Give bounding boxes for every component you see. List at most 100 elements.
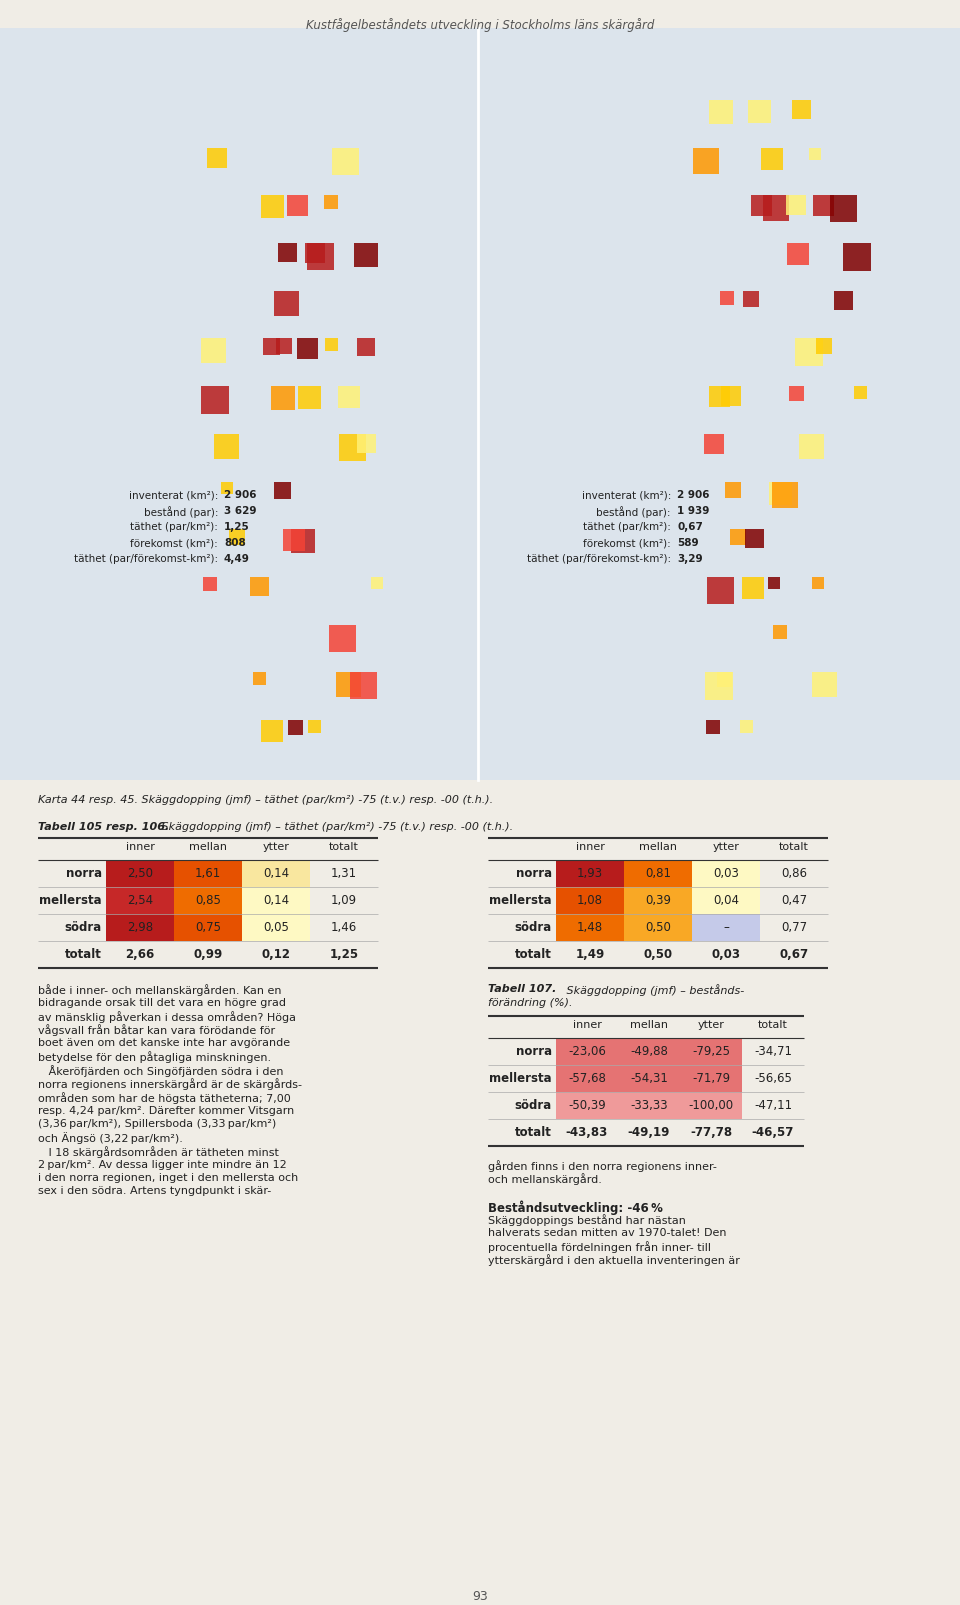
Text: 0,50: 0,50: [645, 921, 671, 934]
Text: -23,06: -23,06: [568, 1045, 606, 1058]
Text: halverats sedan mitten av 1970-talet! Den: halverats sedan mitten av 1970-talet! De…: [488, 1228, 727, 1237]
Text: gården finns i den norra regionens inner-: gården finns i den norra regionens inner…: [488, 1160, 717, 1172]
Text: 1,08: 1,08: [577, 894, 603, 907]
Text: -79,25: -79,25: [692, 1045, 730, 1058]
Text: 1,25: 1,25: [224, 522, 250, 531]
Bar: [768, 576, 780, 589]
Bar: [763, 196, 789, 221]
Bar: [772, 482, 798, 507]
Bar: [740, 721, 754, 733]
Bar: [795, 339, 823, 366]
Text: inner: inner: [126, 843, 155, 852]
Text: södra: södra: [515, 1099, 552, 1112]
Text: 0,77: 0,77: [780, 921, 807, 934]
Bar: [730, 530, 746, 546]
Text: och mellanskärgård.: och mellanskärgård.: [488, 1173, 602, 1186]
Bar: [844, 242, 872, 271]
Bar: [328, 624, 356, 652]
Bar: [292, 530, 316, 554]
Text: -43,83: -43,83: [565, 1127, 608, 1140]
Bar: [201, 339, 226, 363]
Bar: [242, 888, 310, 913]
Text: 0,14: 0,14: [263, 894, 289, 907]
Bar: [308, 721, 322, 733]
Text: 0,12: 0,12: [261, 949, 291, 961]
Text: mellan: mellan: [639, 843, 677, 852]
Text: bestånd (par):: bestånd (par):: [596, 506, 671, 518]
Bar: [618, 1038, 680, 1066]
Text: i den norra regionen, inget i den mellersta och: i den norra regionen, inget i den meller…: [38, 1173, 299, 1183]
Bar: [813, 196, 834, 217]
Text: 3 629: 3 629: [224, 506, 256, 515]
Bar: [325, 339, 338, 351]
Bar: [0, 27, 478, 780]
Bar: [742, 576, 764, 599]
Text: vågsvall från båtar kan vara förödande för: vågsvall från båtar kan vara förödande f…: [38, 1024, 276, 1037]
Text: 1,46: 1,46: [331, 921, 357, 934]
Bar: [275, 482, 291, 499]
Text: 0,50: 0,50: [643, 949, 673, 961]
Bar: [812, 576, 825, 589]
Text: ytter: ytter: [698, 1021, 725, 1030]
Bar: [706, 721, 720, 733]
Text: Skäggdopping (jmf) – täthet (par/km²) -75 (t.v.) resp. -00 (t.h.).: Skäggdopping (jmf) – täthet (par/km²) -7…: [158, 822, 514, 831]
Bar: [799, 433, 824, 459]
Text: -71,79: -71,79: [692, 1072, 730, 1085]
Text: förändring (%).: förändring (%).: [488, 998, 572, 1008]
Text: inventerat (km²):: inventerat (km²):: [582, 490, 671, 501]
Text: 0,67: 0,67: [677, 522, 703, 531]
Bar: [336, 672, 361, 697]
Bar: [692, 888, 760, 913]
Text: Tabell 105 resp. 106.: Tabell 105 resp. 106.: [38, 822, 169, 831]
Text: bidragande orsak till det vara en högre grad: bidragande orsak till det vara en högre …: [38, 997, 286, 1008]
Text: täthet (par/km²):: täthet (par/km²):: [583, 522, 671, 531]
Text: 0,85: 0,85: [195, 894, 221, 907]
Bar: [761, 148, 783, 170]
Text: totalt: totalt: [329, 843, 359, 852]
Bar: [174, 860, 242, 888]
Bar: [263, 339, 280, 355]
Bar: [692, 148, 719, 173]
Bar: [307, 242, 334, 270]
Bar: [261, 721, 283, 742]
Text: 1,09: 1,09: [331, 894, 357, 907]
Bar: [106, 913, 174, 941]
Bar: [680, 1038, 742, 1066]
Bar: [789, 387, 804, 401]
Text: områden som har de högsta tätheterna; 7,00: områden som har de högsta tätheterna; 7,…: [38, 1091, 291, 1104]
Text: 589: 589: [677, 538, 699, 547]
Text: Kustfågelbeståndets utveckling i Stockholms läns skärgård: Kustfågelbeståndets utveckling i Stockho…: [306, 18, 654, 32]
Bar: [339, 433, 366, 461]
Text: 3,29: 3,29: [677, 554, 703, 563]
Bar: [680, 1066, 742, 1091]
Bar: [829, 196, 856, 223]
Text: 0,99: 0,99: [193, 949, 223, 961]
Bar: [792, 100, 811, 119]
Bar: [261, 196, 284, 218]
Text: 1,25: 1,25: [329, 949, 359, 961]
Text: totalt: totalt: [516, 949, 552, 961]
Bar: [751, 196, 772, 217]
Text: 0,81: 0,81: [645, 867, 671, 880]
Text: Skäggdopping (jmf) – bestånds-: Skäggdopping (jmf) – bestånds-: [563, 984, 744, 997]
Bar: [816, 339, 832, 355]
Bar: [174, 913, 242, 941]
Bar: [556, 860, 624, 888]
Bar: [680, 1091, 742, 1119]
Text: totalt: totalt: [516, 1127, 552, 1140]
Bar: [339, 387, 360, 408]
Text: täthet (par/förekomst-km²):: täthet (par/förekomst-km²):: [74, 554, 218, 563]
Bar: [556, 888, 624, 913]
Text: både i inner- och mellanskärgården. Kan en: både i inner- och mellanskärgården. Kan …: [38, 984, 281, 997]
Text: Karta 44 resp. 45. Skäggdopping (jmf) – täthet (par/km²) -75 (t.v.) resp. -00 (t: Karta 44 resp. 45. Skäggdopping (jmf) – …: [38, 794, 493, 806]
Bar: [288, 721, 303, 735]
Text: 2 par/km². Av dessa ligger inte mindre än 12: 2 par/km². Av dessa ligger inte mindre ä…: [38, 1159, 287, 1170]
Bar: [786, 196, 806, 215]
Text: 93: 93: [472, 1591, 488, 1603]
Text: totalt: totalt: [780, 843, 809, 852]
Bar: [106, 888, 174, 913]
Text: södra: södra: [515, 921, 552, 934]
Bar: [221, 482, 233, 494]
Text: ytterskärgård i den aktuella inventeringen är: ytterskärgård i den aktuella inventering…: [488, 1255, 740, 1266]
Bar: [745, 530, 764, 549]
